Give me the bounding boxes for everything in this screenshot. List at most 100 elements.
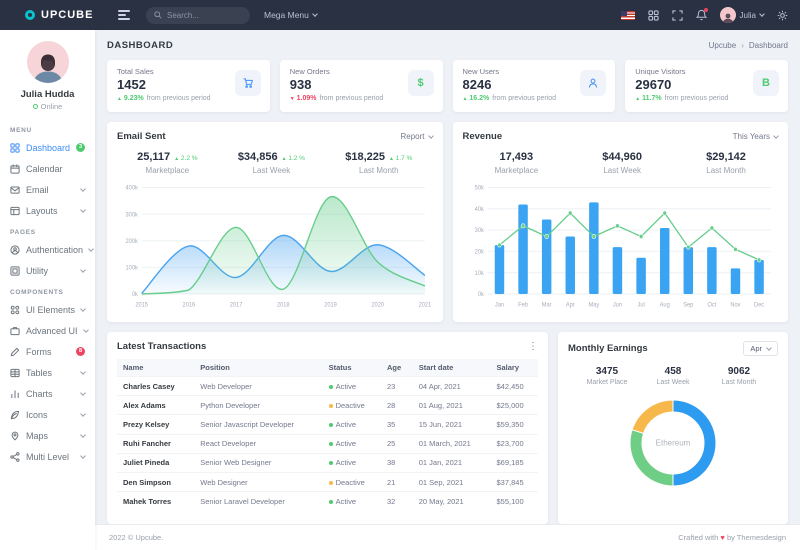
table-row: Mahek Torres Senior Laravel Developer Act… <box>117 491 538 511</box>
sidebar-item-calendar[interactable]: Calendar <box>0 158 95 179</box>
svg-text:Jan: Jan <box>494 303 503 309</box>
svg-text:30k: 30k <box>474 228 484 234</box>
month-select[interactable]: Apr <box>743 341 778 356</box>
stat-label: New Orders <box>289 67 330 76</box>
mini-stat: 9062 Last Month <box>721 366 757 386</box>
table-row: Alex Adams Python Developer Deactive 28 01… <box>117 395 538 415</box>
forms-icon <box>10 347 20 357</box>
forms-icon <box>10 347 20 356</box>
email-sent-report-dropdown[interactable]: Report <box>400 132 434 141</box>
transactions-table: Name Position Status Age Start date Salary Ch… <box>117 359 538 511</box>
column-header: Position <box>194 359 323 377</box>
advanced-ui-icon <box>10 326 20 336</box>
search-box[interactable] <box>146 6 250 24</box>
main-content: DASHBOARD Upcube › Dashboard Total Sales 1… <box>95 30 800 550</box>
sidebar: Julia Hudda Online MENU Dashboard 3 Calenda… <box>0 30 95 550</box>
fullscreen-button[interactable] <box>671 9 683 21</box>
breadcrumb-item: Dashboard <box>748 40 788 50</box>
chevron-down-icon <box>427 132 434 139</box>
apps-grid-icon <box>647 9 659 21</box>
sidebar-user-profile: Julia Hudda Online <box>0 30 95 119</box>
column-header: Status <box>322 359 381 377</box>
mega-menu-button[interactable]: Mega Menu <box>264 10 318 20</box>
status-dot-icon <box>328 499 333 504</box>
sidebar-item-layouts[interactable]: Layouts <box>0 200 95 221</box>
maps-icon <box>10 431 20 441</box>
flag-us-icon <box>620 10 635 20</box>
mini-stat: 458 Last Week <box>656 366 690 386</box>
monthly-earnings-stats: 3475 Market Place 458 Last Week 9062 Last Mon… <box>568 366 778 386</box>
cart-icon <box>243 78 253 88</box>
advanced-ui-icon <box>10 326 20 335</box>
sidebar-item-maps[interactable]: Maps <box>0 425 95 446</box>
stat-label: New Users <box>462 67 500 76</box>
revenue-card: Revenue This Years 17,493 Marketplace $44,… <box>452 122 788 322</box>
kebab-menu-icon[interactable]: ⋮ <box>528 340 538 352</box>
table-row: Ruhi Fancher React Developer Active 25 01 … <box>117 433 538 454</box>
arrow-down-icon: ▼ <box>289 96 295 102</box>
sidebar-item-dashboard[interactable]: Dashboard 3 <box>0 137 95 158</box>
sidebar-item-authentication[interactable]: Authentication <box>0 239 95 260</box>
language-flag-button[interactable] <box>620 10 635 20</box>
breadcrumb-item[interactable]: Upcube <box>708 40 737 50</box>
dollar-icon: $ <box>417 77 424 89</box>
chevron-down-icon <box>766 344 772 351</box>
table-row: Juliet Pineda Senior Web Designer Active … <box>117 452 538 473</box>
revenue-period-dropdown[interactable]: This Years <box>733 132 779 141</box>
svg-text:2018: 2018 <box>277 303 290 309</box>
multi-level-icon <box>10 451 20 462</box>
chevron-down-icon <box>82 326 89 333</box>
apps-grid-button[interactable] <box>647 9 659 21</box>
stat-card-unique-visitors: Unique Visitors 29670 ▲ 11.7% from previ… <box>625 60 788 112</box>
bell-icon <box>695 9 707 21</box>
table-row: Den Simpson Web Designer Deactive 21 01 Se… <box>117 471 538 492</box>
table-row: Prezy Kelsey Senior Javascript Developer … <box>117 414 538 435</box>
page-title: DASHBOARD <box>107 39 174 51</box>
authentication-icon <box>10 244 20 255</box>
sidebar-item-forms[interactable]: Forms 8 <box>0 341 95 362</box>
email-sent-area-chart: 0k 100k 200k 300k 400k 2015 2016 2017 2018 2019 20… <box>117 179 433 311</box>
search-input[interactable] <box>167 10 237 20</box>
stat-label: Total Sales <box>117 67 154 76</box>
monthly-earnings-title: Monthly Earnings <box>568 343 648 354</box>
chevron-down-icon <box>773 132 779 139</box>
svg-text:200k: 200k <box>126 239 139 245</box>
stat-card-total-sales: Total Sales 1452 ▲ 9.23% from previous p… <box>107 60 270 112</box>
sidebar-item-utility[interactable]: Utility <box>0 260 95 281</box>
user-menu-button[interactable]: Julia <box>719 7 765 23</box>
email-sent-stats: 25,117 ▲ 2.2 % Marketplace $34,856 ▲ 1.2 % La… <box>117 151 433 175</box>
status-dot-icon <box>328 461 333 466</box>
latest-transactions-card: Latest Transactions ⋮ Name Position Status… <box>107 332 548 524</box>
sidebar-item-tables[interactable]: Tables <box>0 362 95 383</box>
svg-text:Mar: Mar <box>541 303 551 309</box>
menu-toggle-icon[interactable] <box>118 10 130 20</box>
status-dot-icon <box>328 480 333 485</box>
breadcrumb-separator: › <box>741 40 744 50</box>
sidebar-item-email[interactable]: Email <box>0 179 95 200</box>
chevron-down-icon <box>80 206 86 213</box>
sidebar-item-ui-elements[interactable]: UI Elements <box>0 299 95 320</box>
svg-text:Sep: Sep <box>683 303 694 309</box>
maps-icon <box>11 431 19 440</box>
notifications-button[interactable] <box>695 8 708 21</box>
sidebar-item-charts[interactable]: Charts <box>0 383 95 404</box>
sidebar-item-advanced-ui[interactable]: Advanced UI <box>0 320 95 341</box>
svg-text:0k: 0k <box>132 292 139 298</box>
sidebar-item-multi-level[interactable]: Multi Level <box>0 446 95 467</box>
authentication-icon <box>10 244 20 255</box>
svg-text:2019: 2019 <box>324 303 337 309</box>
sidebar-item-icons[interactable]: Icons <box>0 404 95 425</box>
chevron-down-icon <box>80 185 86 192</box>
chevron-down-icon <box>80 305 86 312</box>
svg-text:100k: 100k <box>126 265 139 271</box>
ui-elements-icon <box>10 305 20 315</box>
footer: 2022 © Upcube. Crafted with ♥ by Themesd… <box>95 524 800 550</box>
column-header: Salary <box>490 359 538 377</box>
svg-text:2021: 2021 <box>419 303 432 309</box>
top-navbar: UPCUBE Mega Menu Julia <box>0 0 800 30</box>
brand-logo[interactable]: UPCUBE <box>24 9 104 21</box>
stat-card-new-orders: New Orders 938 ▼ 1.09% from previous per… <box>279 60 443 112</box>
revenue-bar-chart: 0k 10k 20k 30k 40k 50k Jan Feb Mar Apr May Jun Jul Au… <box>463 179 779 311</box>
settings-button[interactable] <box>777 10 788 21</box>
utility-icon <box>10 265 20 276</box>
